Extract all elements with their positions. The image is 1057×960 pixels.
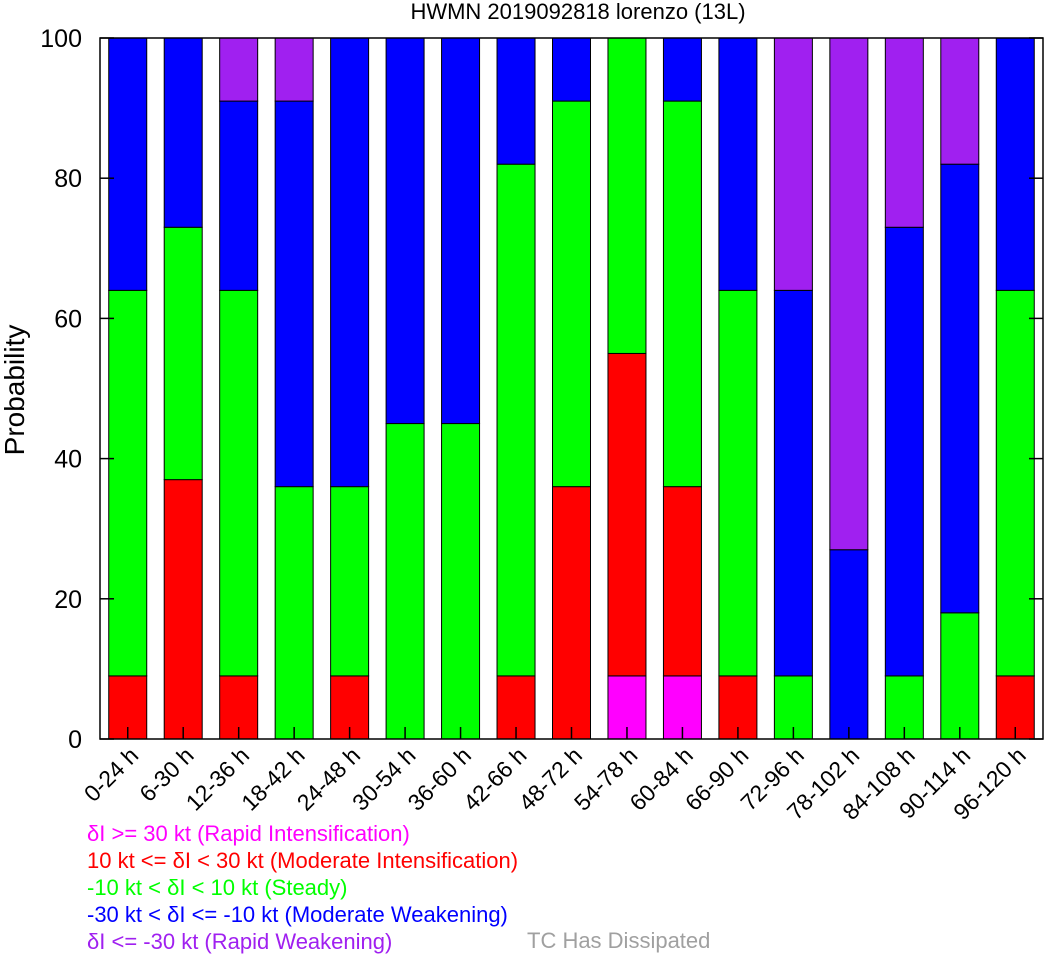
y-tick-label-5: 100 xyxy=(40,25,82,53)
bar-segment-13-4 xyxy=(829,37,869,551)
bars-group xyxy=(108,37,1035,740)
bar-segment-14-4 xyxy=(884,37,924,228)
y-tick-label-4: 80 xyxy=(54,165,82,193)
bar-segment-2-4 xyxy=(219,37,259,102)
chart-title: HWMN 2019092818 lorenzo (13L) xyxy=(410,0,745,24)
bar-segment-8-3 xyxy=(552,37,591,102)
bar-segment-9-2 xyxy=(607,37,647,354)
bar-segment-10-2 xyxy=(662,100,702,488)
bar-segment-15-4 xyxy=(940,37,980,165)
legend-entry-rapid-intensification: δI >= 30 kt (Rapid Intensification) xyxy=(87,821,410,846)
bar-segment-16-2 xyxy=(995,289,1035,677)
legend-entry-tc-dissipated: TC Has Dissipated xyxy=(527,928,711,953)
bar-segment-5-3 xyxy=(385,37,425,425)
bar-segment-10-3 xyxy=(662,37,702,102)
bar-segment-3-4 xyxy=(274,37,314,102)
legend-entry-steady: -10 kt < δI < 10 kt (Steady) xyxy=(87,875,348,900)
bar-segment-6-3 xyxy=(441,37,481,425)
bar-segment-4-3 xyxy=(330,37,370,488)
bar-segment-3-2 xyxy=(274,486,314,740)
bar-segment-13-3 xyxy=(829,549,869,740)
bar-segment-1-3 xyxy=(163,37,203,228)
bar-segment-14-3 xyxy=(884,226,924,677)
y-tick-label-0: 0 xyxy=(68,726,82,754)
bar-segment-7-2 xyxy=(496,163,536,677)
y-ticks-group: 0 20 40 60 80 100 xyxy=(40,25,1043,754)
y-tick-label-1: 20 xyxy=(54,586,82,614)
bar-segment-0-3 xyxy=(108,37,148,291)
y-tick-label-3: 60 xyxy=(54,305,82,333)
y-tick-label-2: 40 xyxy=(54,446,82,474)
bar-segment-7-3 xyxy=(496,37,536,165)
bar-segment-12-3 xyxy=(773,289,813,677)
bar-segment-0-2 xyxy=(108,289,148,677)
legend-entry-rapid-weakening: δI <= -30 kt (Rapid Weakening) xyxy=(87,929,393,954)
bar-segment-12-4 xyxy=(773,37,813,291)
x-tick-label-0: 0-24 h xyxy=(79,742,144,807)
legend-entry-moderate-intensification: 10 kt <= δI < 30 kt (Moderate Intensific… xyxy=(87,848,519,873)
bar-segment-6-2 xyxy=(441,423,481,740)
bar-segment-1-1 xyxy=(163,479,203,740)
x-ticks-group: 0-24 h6-30 h12-36 h18-42 h24-48 h30-54 h… xyxy=(79,727,1031,825)
bar-segment-15-3 xyxy=(940,163,980,614)
legend: δI >= 30 kt (Rapid Intensification) 10 k… xyxy=(87,820,518,955)
bar-segment-8-1 xyxy=(552,486,591,740)
bar-segment-11-2 xyxy=(718,289,758,677)
y-axis-label: Probability xyxy=(0,325,30,456)
bar-segment-10-1 xyxy=(662,486,702,677)
bar-segment-11-3 xyxy=(718,37,758,291)
bar-segment-2-3 xyxy=(219,100,259,291)
bar-segment-9-1 xyxy=(607,352,647,677)
bar-segment-3-3 xyxy=(274,100,314,488)
bar-segment-15-2 xyxy=(940,612,980,740)
bar-segment-1-2 xyxy=(163,226,203,481)
bar-segment-8-2 xyxy=(552,100,591,488)
legend-entry-moderate-weakening: -30 kt < δI <= -10 kt (Moderate Weakenin… xyxy=(87,902,508,927)
bar-segment-16-3 xyxy=(995,37,1035,291)
bar-segment-2-2 xyxy=(219,289,259,677)
bar-segment-4-2 xyxy=(330,486,370,677)
bar-segment-5-2 xyxy=(385,423,425,740)
